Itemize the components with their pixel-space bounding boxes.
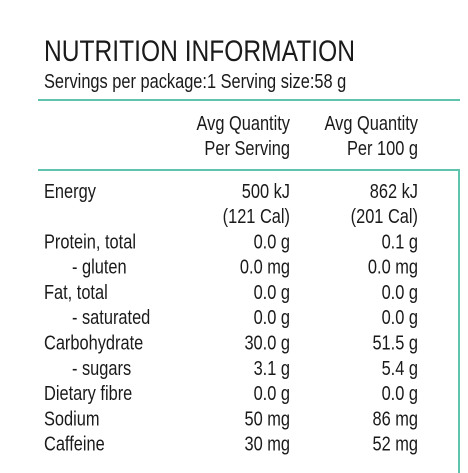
row-value: 0.0 g bbox=[382, 382, 418, 405]
row-value: 51.5 g bbox=[372, 331, 418, 354]
row-label: Caffeine bbox=[44, 432, 105, 455]
row-label: Protein, total bbox=[44, 230, 136, 253]
row-label: - saturated bbox=[72, 306, 150, 329]
row-label: Carbohydrate bbox=[44, 331, 143, 354]
row-label: Energy bbox=[44, 179, 97, 202]
column-header: Per 100 g bbox=[347, 136, 418, 159]
column-header: Avg Quantity bbox=[197, 111, 291, 134]
row-label: Sodium bbox=[44, 407, 100, 430]
row-value: 50 mg bbox=[244, 407, 290, 430]
row-value: 862 kJ bbox=[370, 179, 418, 202]
row-label: - sugars bbox=[72, 356, 131, 379]
row-sub-value: (201 Cal) bbox=[351, 204, 418, 227]
title: NUTRITION INFORMATION bbox=[44, 34, 355, 68]
row-value: 0.0 g bbox=[254, 382, 290, 405]
row-value: 30 mg bbox=[244, 432, 290, 455]
row-value: 0.1 g bbox=[382, 230, 418, 253]
column-header: Per Serving bbox=[204, 136, 290, 159]
row-value: 5.4 g bbox=[382, 356, 418, 379]
row-value: 0.0 g bbox=[254, 230, 290, 253]
row-label: - gluten bbox=[72, 255, 127, 278]
row-value: 86 mg bbox=[372, 407, 418, 430]
row-sub-value: (121 Cal) bbox=[223, 204, 290, 227]
column-header: Avg Quantity bbox=[325, 111, 419, 134]
row-value: 52 mg bbox=[372, 432, 418, 455]
row-label: Dietary fibre bbox=[44, 382, 132, 405]
row-label: Fat, total bbox=[44, 280, 108, 303]
row-value: 0.0 g bbox=[254, 306, 290, 329]
row-value: 500 kJ bbox=[242, 179, 290, 202]
row-value: 0.0 g bbox=[382, 306, 418, 329]
row-value: 30.0 g bbox=[244, 331, 290, 354]
row-value: 0.0 mg bbox=[368, 255, 418, 278]
row-value: 0.0 g bbox=[254, 280, 290, 303]
subtitle: Servings per package:1 Serving size:58 g bbox=[44, 69, 346, 92]
row-value: 3.1 g bbox=[254, 356, 290, 379]
row-value: 0.0 mg bbox=[240, 255, 290, 278]
row-value: 0.0 g bbox=[382, 280, 418, 303]
